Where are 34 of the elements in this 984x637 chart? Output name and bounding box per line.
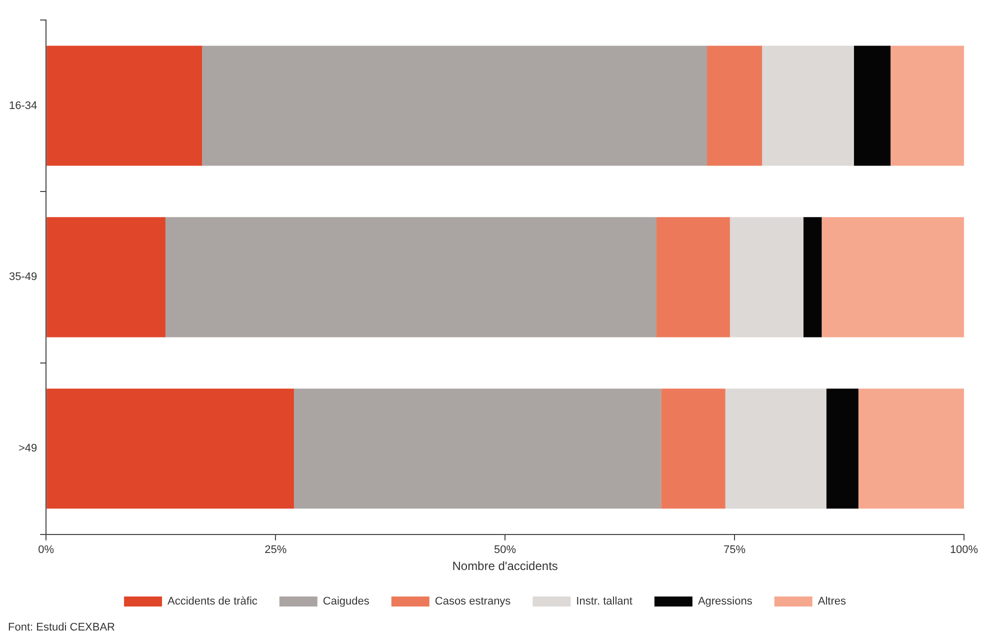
y-tick-label: 16-34	[8, 100, 38, 112]
x-tick-label: 0%	[38, 544, 54, 556]
bar	[661, 388, 726, 509]
bar	[822, 217, 964, 338]
bar	[707, 46, 762, 166]
y-tick-label: 35-49	[8, 271, 38, 284]
bar	[656, 217, 730, 338]
text: Font: Estudi CEXBAR	[8, 622, 116, 634]
bar	[46, 46, 202, 166]
legend-label: Casos estranys	[434, 596, 512, 608]
bar	[803, 217, 822, 338]
bar	[826, 388, 858, 509]
bar	[46, 388, 294, 509]
bar	[858, 388, 964, 509]
bar	[762, 46, 854, 166]
bar	[165, 217, 657, 338]
bar	[730, 217, 804, 338]
y-tick-label: >49	[18, 442, 38, 455]
bar	[890, 46, 964, 166]
x-tick-label: 100%	[950, 544, 978, 556]
bar	[294, 388, 662, 509]
legend-label: Altres	[818, 596, 846, 608]
x-tick-label: 50%	[494, 544, 516, 556]
bar	[46, 217, 166, 338]
x-axis-title: Nombre d'accidents	[452, 559, 558, 574]
legend-label: Agressions	[698, 596, 753, 608]
bar	[202, 46, 707, 166]
bar	[854, 46, 891, 166]
legend-label: Accidents de tràfic	[168, 596, 258, 608]
legend-label: Caigudes	[322, 596, 370, 608]
legend-label: Instr. tallant	[576, 596, 632, 608]
x-tick-label: 75%	[724, 544, 746, 556]
x-tick-label: 25%	[264, 544, 287, 556]
bar	[725, 388, 826, 509]
